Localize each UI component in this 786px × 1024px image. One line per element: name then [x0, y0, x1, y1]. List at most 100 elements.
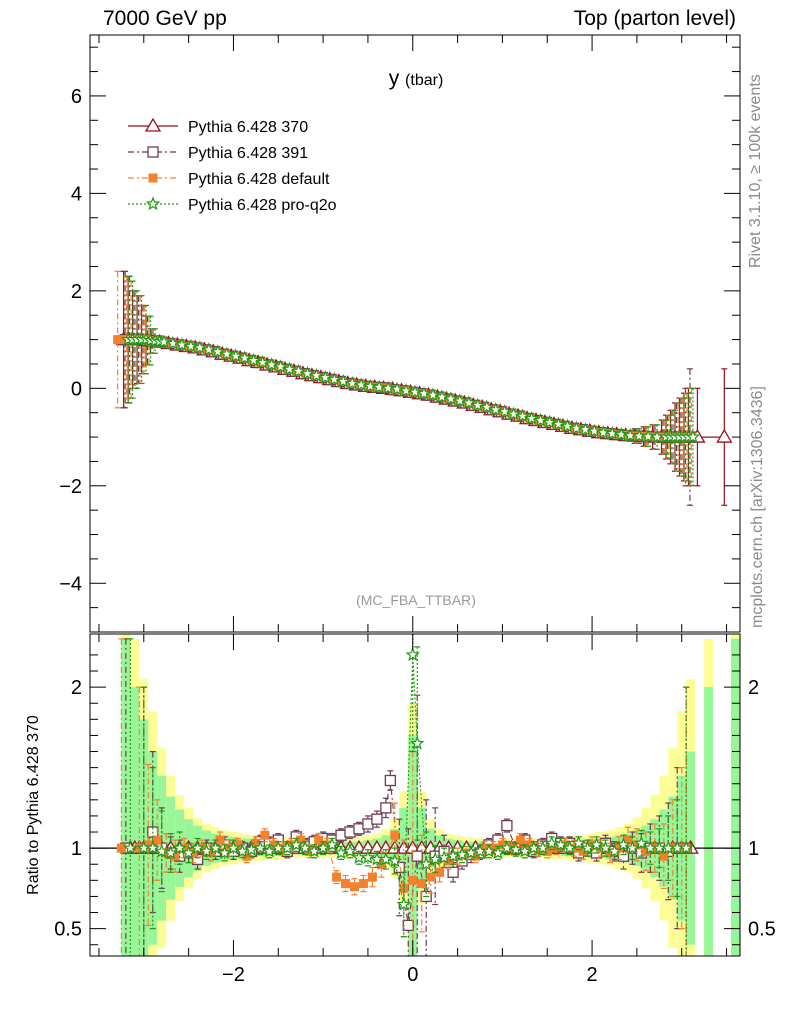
ratio-point: [217, 845, 232, 860]
ratio-point: [262, 843, 277, 858]
ratio-point: [145, 840, 161, 855]
legend-marker: [148, 173, 158, 183]
legend-marker: [145, 196, 161, 211]
uncertainty-band-inner: [731, 638, 740, 956]
data-point: [551, 416, 566, 431]
ratio-y-tick-label-right: 2: [748, 677, 759, 699]
data-point: [156, 334, 172, 349]
ratio-point: [315, 840, 331, 855]
ratio-point: [260, 830, 270, 840]
data-point: [353, 377, 369, 392]
data-point: [407, 384, 423, 399]
x-tick-label: 2: [587, 964, 598, 986]
ratio-point: [481, 843, 497, 858]
ratio-y-tick-label: 1: [71, 838, 82, 860]
ratio-y-axis-label: Ratio to Pythia 6.428 370: [25, 715, 42, 895]
data-point: [174, 337, 190, 352]
ratio-point: [598, 840, 613, 855]
ratio-point: [634, 835, 649, 850]
series-4: [120, 275, 701, 487]
data-point: [228, 348, 243, 363]
ratio-point: [152, 835, 162, 845]
data-point: [246, 352, 261, 367]
data-point: [560, 418, 575, 433]
data-point: [336, 373, 351, 388]
data-point: [380, 380, 396, 395]
y-tick-label: 6: [71, 86, 82, 108]
ratio-point: [544, 835, 559, 850]
legend-label: Pythia 6.428 370: [188, 119, 308, 136]
ratio-point: [571, 835, 586, 850]
ratio-point: [199, 843, 214, 858]
ratio-point: [387, 853, 403, 868]
data-point: [587, 423, 602, 438]
ratio-point: [163, 845, 178, 860]
ratio-point: [378, 851, 394, 866]
ratio-point: [123, 840, 138, 855]
x-tick-label: −2: [222, 964, 245, 986]
ratio-point: [659, 851, 669, 861]
ratio-point: [499, 840, 515, 855]
ratio-point: [288, 837, 304, 852]
chart-title: y (tbar): [389, 67, 444, 90]
ratio-point: [396, 896, 412, 911]
data-point: [479, 399, 494, 414]
ratio-point: [517, 843, 533, 858]
data-point: [165, 335, 181, 350]
data-point: [183, 338, 199, 353]
x-tick-label: 0: [407, 964, 418, 986]
data-point: [300, 366, 315, 380]
data-point: [604, 425, 620, 440]
data-point: [291, 363, 306, 378]
data-point: [237, 350, 252, 365]
ratio-point: [341, 879, 351, 889]
data-point: [434, 389, 450, 404]
ratio-point: [607, 843, 622, 858]
ratio-point: [279, 840, 295, 855]
legend-label: Pythia 6.428 391: [188, 145, 308, 162]
ratio-point: [535, 840, 551, 855]
data-point: [596, 425, 611, 439]
ratio-point: [490, 845, 506, 860]
y-tick-label: 2: [71, 281, 82, 303]
ratio-point: [501, 819, 513, 832]
ratio-y-tick-label: 0.5: [54, 919, 82, 941]
ratio-point: [409, 735, 425, 750]
chart-title-sub: (tbar): [405, 72, 443, 89]
uncertainty-band-inner: [704, 687, 714, 956]
uncertainty-band-inner: [130, 687, 140, 956]
ratio-point: [589, 837, 604, 852]
data-point: [578, 422, 593, 436]
ratio-point: [253, 840, 268, 855]
ratio-point: [226, 840, 241, 855]
ratio-point: [402, 919, 414, 932]
ratio-point: [154, 843, 169, 858]
ratio-point: [367, 872, 377, 882]
y-tick-label: 0: [71, 378, 82, 400]
data-point: [488, 402, 503, 416]
header-left: 7000 GeV pp: [103, 7, 227, 30]
data-point: [264, 357, 279, 372]
data-point: [506, 406, 521, 421]
ratio-point: [306, 843, 322, 858]
ratio-point: [208, 840, 223, 855]
data-point: [461, 395, 477, 410]
data-point: [192, 340, 208, 355]
data-point: [282, 361, 297, 376]
ratio-point: [172, 840, 187, 855]
data-point: [398, 383, 414, 397]
ratio-point: [358, 879, 368, 889]
ratio-point: [562, 840, 577, 855]
header-right: Top (parton level): [573, 7, 736, 30]
ratio-point: [380, 802, 392, 814]
data-point: [371, 379, 387, 394]
ratio-frame: [89, 633, 741, 957]
data-point: [533, 412, 548, 427]
data-point: [273, 359, 288, 374]
ratio-point: [116, 843, 126, 853]
data-point: [443, 391, 459, 406]
data-point: [309, 368, 324, 382]
ratio-point: [508, 842, 524, 856]
chart-title-main: y: [389, 67, 405, 90]
